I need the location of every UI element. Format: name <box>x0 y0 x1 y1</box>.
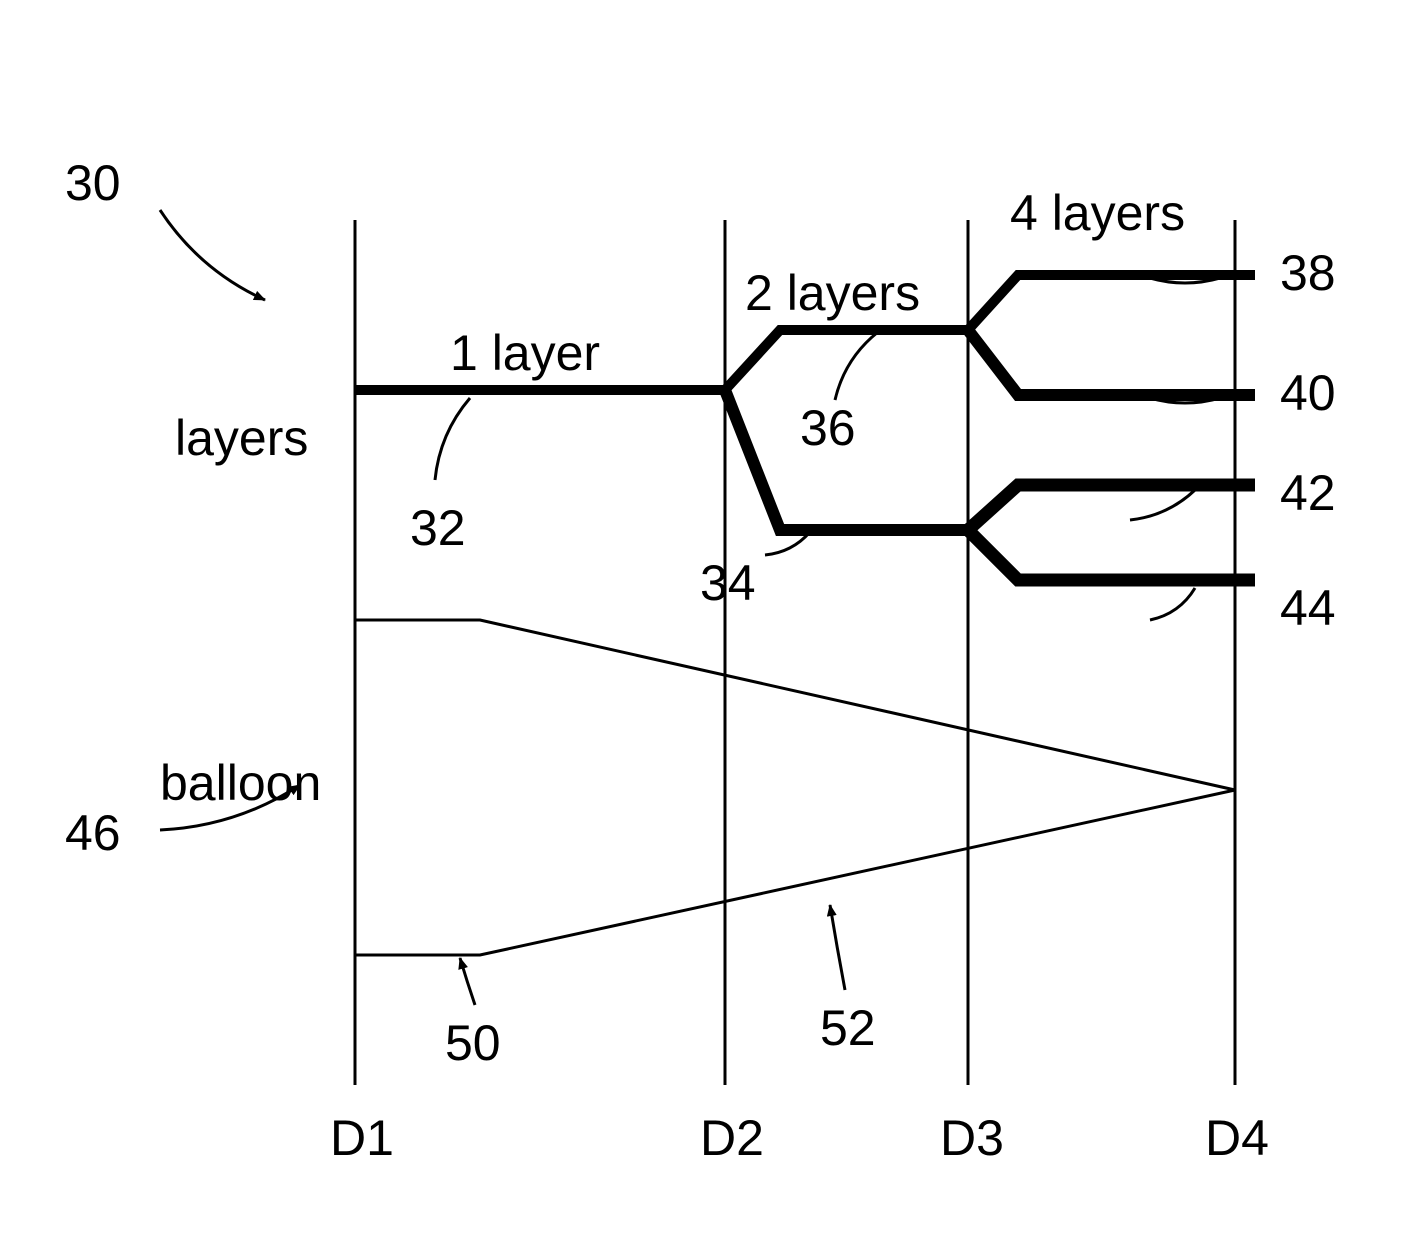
layer-38 <box>968 275 1255 330</box>
label-40: 40 <box>1280 365 1336 421</box>
layer-40 <box>968 330 1255 395</box>
balloon-bottom-outline <box>355 790 1235 955</box>
label-1-layer: 1 layer <box>450 325 600 381</box>
label-44: 44 <box>1280 580 1336 636</box>
label-D4: D4 <box>1205 1110 1269 1166</box>
label-D2: D2 <box>700 1110 764 1166</box>
label-D3: D3 <box>940 1110 1004 1166</box>
labels-group: 30 46 layers balloon 1 layer 2 layers 4 layers… <box>65 155 1336 1166</box>
label-42: 42 <box>1280 465 1336 521</box>
leader-42 <box>1130 490 1195 520</box>
ref-arrow-30 <box>160 210 265 300</box>
layer-44 <box>968 530 1255 580</box>
leader-36 <box>835 332 878 400</box>
technical-diagram: 30 46 layers balloon 1 layer 2 layers 4 layers… <box>0 0 1418 1250</box>
layer-36 <box>725 330 968 390</box>
balloon-top-outline <box>355 620 1235 790</box>
label-30: 30 <box>65 155 121 211</box>
balloon-profile <box>355 620 1235 955</box>
ref-arrow-50 <box>460 958 475 1005</box>
label-2-layers: 2 layers <box>745 265 920 321</box>
label-34: 34 <box>700 555 756 611</box>
leader-32 <box>435 398 470 480</box>
label-32: 32 <box>410 500 466 556</box>
label-layers: layers <box>175 410 308 466</box>
reference-leaders <box>160 210 1220 1005</box>
label-38: 38 <box>1280 245 1336 301</box>
label-D1: D1 <box>330 1110 394 1166</box>
ref-arrow-52 <box>830 905 845 990</box>
label-50: 50 <box>445 1015 501 1071</box>
layer-42 <box>968 485 1255 530</box>
label-46: 46 <box>65 805 121 861</box>
label-4-layers: 4 layers <box>1010 185 1185 241</box>
label-36: 36 <box>800 400 856 456</box>
label-52: 52 <box>820 1000 876 1056</box>
label-balloon: balloon <box>160 755 321 811</box>
leader-44 <box>1150 588 1195 620</box>
